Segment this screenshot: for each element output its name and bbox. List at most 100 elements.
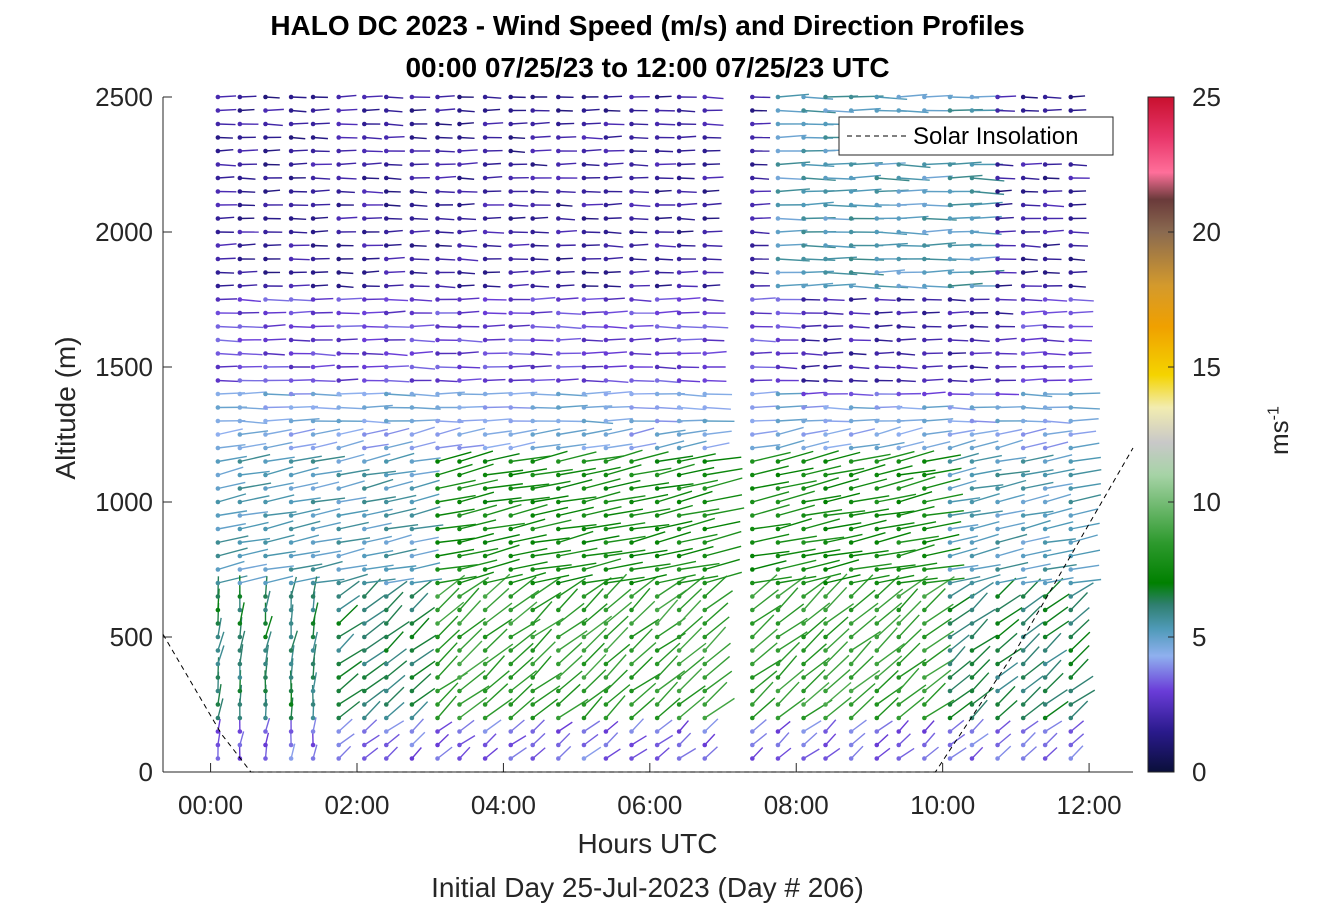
wind-barb-dot: [654, 418, 660, 424]
wind-barb-shaft: [657, 366, 677, 370]
wind-barb-shaft: [949, 243, 982, 247]
wind-barb-shaft: [291, 96, 307, 99]
wind-barb-dot: [1068, 756, 1074, 761]
wind-barb-shaft: [949, 733, 966, 746]
wind-barb-shaft: [803, 379, 820, 382]
wind-barb-shaft: [997, 298, 1017, 301]
wind-barb-dot: [896, 364, 902, 370]
wind-barb-dot: [823, 162, 828, 167]
wind-barb-shaft: [290, 630, 299, 651]
wind-barb-shaft: [1070, 658, 1089, 678]
wind-barb-dot: [995, 499, 1000, 505]
wind-barb-shaft: [949, 634, 970, 652]
wind-barb-dot: [922, 499, 927, 505]
wind-barb-shaft: [558, 496, 597, 503]
wind-barb-dot: [435, 661, 440, 667]
wind-barb-dot: [969, 445, 975, 451]
wind-barb-dot: [775, 216, 781, 221]
wind-barb-dot: [676, 526, 682, 532]
wind-barb-dot: [702, 229, 708, 235]
wind-barb-dot: [676, 459, 682, 464]
wind-barb-shaft: [411, 258, 430, 261]
wind-barb-dot: [237, 540, 243, 545]
wind-barb-shaft: [338, 604, 359, 625]
wind-barb-shaft: [363, 747, 379, 760]
wind-barb-shaft: [459, 258, 479, 262]
wind-barb-shaft: [1044, 577, 1064, 597]
wind-barb-dot: [336, 216, 341, 221]
wind-barb-shaft: [485, 108, 501, 112]
wind-barb-dot: [874, 607, 880, 613]
wind-barb-shaft: [777, 548, 816, 557]
wind-barb-shaft: [1022, 621, 1045, 638]
wind-barb-dot: [874, 661, 880, 667]
wind-barb-shaft: [924, 467, 962, 476]
wind-barb-dot: [969, 432, 975, 437]
wind-barb-shaft: [752, 481, 790, 490]
wind-barb-shaft: [997, 733, 1012, 746]
wind-barb-dot: [848, 378, 854, 383]
wind-barb-shaft: [437, 601, 465, 625]
wind-barb-dot: [654, 675, 660, 680]
wind-barb-dot: [995, 378, 1000, 383]
wind-barb-dot: [801, 189, 806, 194]
wind-barb-shaft: [459, 450, 494, 463]
wind-barb-dot: [556, 216, 561, 221]
wind-barb-dot: [508, 189, 514, 194]
wind-barb-shaft: [291, 122, 309, 125]
wind-barb-dot: [435, 243, 440, 248]
wind-barb-dot: [215, 486, 221, 491]
wind-barb-dot: [874, 283, 880, 289]
wind-barb-shaft: [971, 634, 998, 652]
wind-barb-dot: [237, 297, 243, 302]
wind-barb-dot: [581, 472, 587, 478]
wind-barb-shaft: [338, 285, 354, 288]
wind-barb-shaft: [704, 189, 720, 193]
wind-barb-shaft: [558, 217, 576, 221]
wind-barb-dot: [676, 634, 682, 640]
wind-barb-dot: [1020, 189, 1026, 194]
wind-barb-shaft: [338, 177, 357, 180]
wind-barb-shaft: [583, 163, 600, 167]
wind-barb-shaft: [605, 310, 628, 314]
wind-barb-dot: [676, 94, 682, 100]
wind-barb-dot: [750, 148, 755, 154]
wind-barb-shaft: [386, 177, 402, 181]
wind-barb-shaft: [239, 548, 269, 557]
wind-barb-dot: [1068, 459, 1074, 464]
wind-barb-dot: [629, 297, 634, 302]
wind-barb-shaft: [437, 427, 461, 436]
wind-barb-dot: [603, 256, 609, 262]
wind-barb-dot: [823, 580, 828, 586]
wind-barb-dot: [995, 607, 1000, 613]
wind-barb-dot: [362, 256, 367, 262]
wind-barb-dot: [288, 580, 294, 586]
wind-barb-dot: [702, 648, 708, 653]
wind-barb-dot: [336, 459, 341, 464]
wind-barb-dot: [581, 351, 587, 356]
wind-barb-dot: [848, 621, 854, 626]
wind-barb-shaft: [338, 406, 367, 410]
wind-barb-dot: [848, 675, 854, 680]
wind-barb-shaft: [239, 149, 259, 152]
wind-barb-dot: [750, 243, 755, 248]
wind-barb-shaft: [704, 602, 729, 625]
wind-barb-shaft: [557, 721, 573, 733]
wind-barb-dot: [288, 648, 294, 653]
wind-barb-shaft: [657, 95, 672, 98]
wind-barb-dot: [435, 175, 440, 181]
wind-barb-dot: [676, 418, 682, 424]
wind-barb-dot: [629, 594, 634, 599]
wind-barb-shaft: [217, 352, 241, 356]
wind-barb-shaft: [459, 203, 475, 206]
wind-barb-shaft: [313, 352, 336, 357]
wind-barb-shaft: [803, 429, 829, 436]
wind-barb-dot: [457, 634, 462, 640]
wind-barb-shaft: [777, 439, 805, 449]
wind-barb-shaft: [1070, 365, 1093, 368]
wind-barb-shaft: [605, 325, 628, 329]
wind-barb-shaft: [825, 109, 855, 113]
wind-barb-dot: [969, 351, 975, 356]
wind-barb-dot: [654, 445, 660, 451]
wind-barb-dot: [801, 648, 806, 653]
